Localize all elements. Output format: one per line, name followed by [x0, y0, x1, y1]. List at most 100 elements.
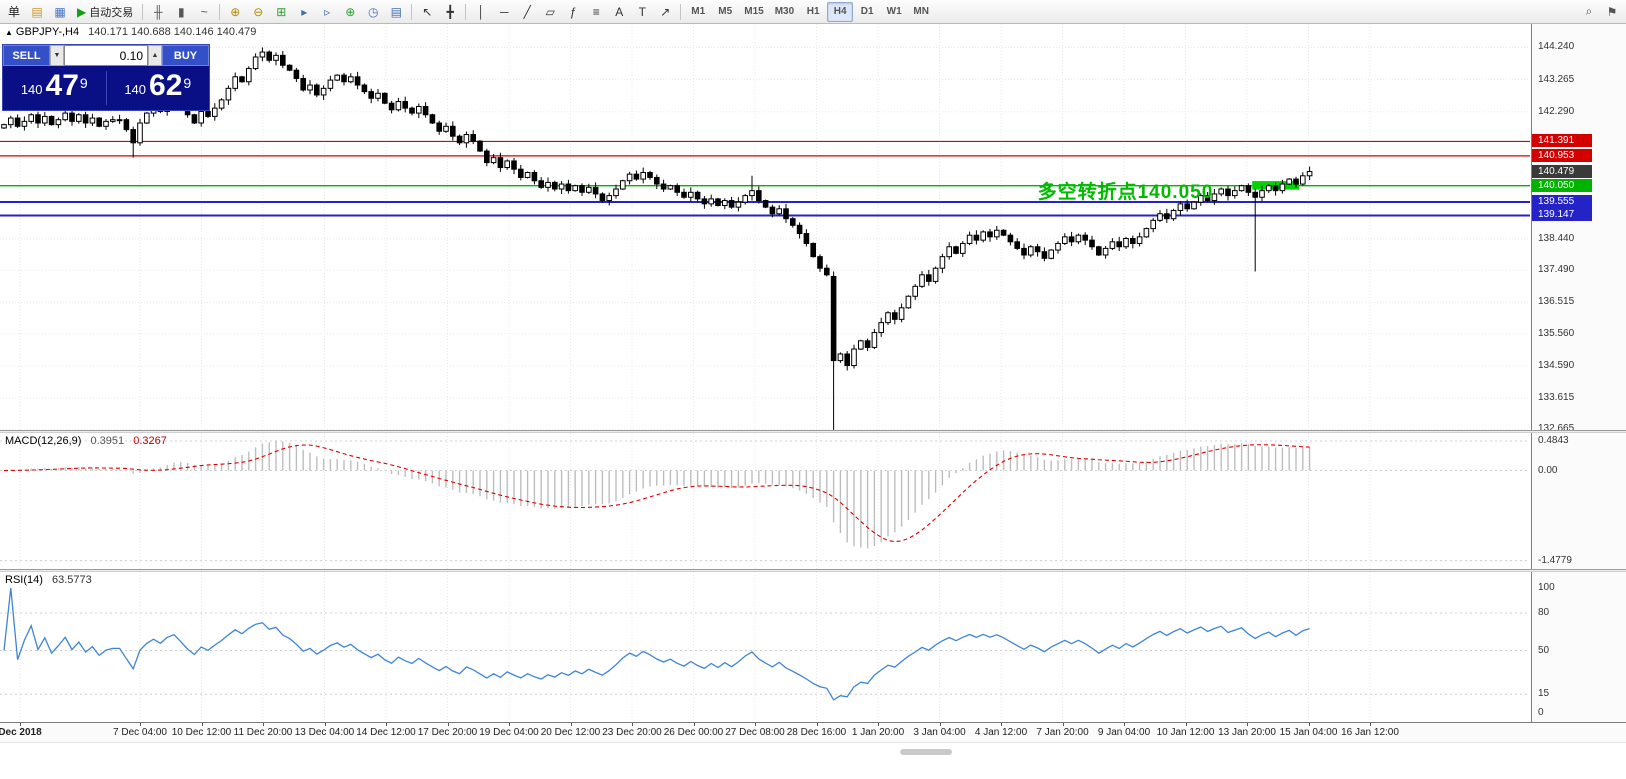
chart-shift-icon: ▹	[324, 4, 331, 19]
text-icon[interactable]: A	[608, 2, 630, 22]
time-tick	[1247, 723, 1248, 726]
buy-price-display[interactable]: 140 62 9	[107, 70, 210, 106]
axis-tick-label: 137.490	[1538, 264, 1575, 276]
rsi-plot[interactable]	[0, 572, 1530, 722]
trendline-icon[interactable]: ╱	[516, 2, 538, 22]
periods-icon[interactable]: ◷	[362, 2, 384, 22]
time-label: 3 Jan 04:00	[913, 727, 966, 738]
time-label: 13 Jan 20:00	[1218, 727, 1276, 738]
time-tick	[939, 723, 941, 726]
timeframe-d1-button[interactable]: D1	[854, 2, 880, 22]
channel-icon: ▱	[545, 4, 555, 19]
chart-shift-icon[interactable]: ▹	[316, 2, 338, 22]
macd-axis[interactable]: 0.4843 0.00 -1.4779	[1531, 433, 1626, 569]
time-label: 9 Jan 04:00	[1097, 727, 1151, 738]
pin-icon: ⚑	[1606, 4, 1618, 19]
autotrading-button[interactable]: ▶ 自动交易	[72, 2, 138, 22]
auto-scroll-icon: ▸	[301, 4, 308, 19]
time-label: 14 Dec 12:00	[356, 727, 416, 738]
text-label-icon[interactable]: T	[631, 2, 653, 22]
main-chart-plot-area[interactable]: ▲ GBPJPY-,H4 140.171 140.688 140.146 140.…	[0, 24, 1531, 430]
macd-label: MACD(12,26,9)	[5, 435, 82, 447]
time-tick	[20, 723, 21, 726]
horizontal-line-icon[interactable]: ─	[493, 2, 515, 22]
axis-tick-label: 136.515	[1538, 296, 1575, 308]
timeframe-w1-button[interactable]: W1	[881, 2, 907, 22]
sell-price-point: 9	[79, 74, 88, 91]
horizontal-scrollbar-thumb[interactable]	[900, 749, 952, 755]
pane-splitter-1[interactable]	[0, 430, 1626, 433]
zoom-out-icon[interactable]: ⊖	[247, 2, 269, 22]
candlestick-chart-icon[interactable]: ▮	[170, 2, 192, 22]
time-tick	[1062, 723, 1064, 726]
toolbar-separator	[142, 3, 144, 20]
time-tick	[1001, 723, 1002, 726]
pin-icon[interactable]: ⚑	[1601, 2, 1623, 22]
axis-tick-label: 15	[1538, 688, 1550, 700]
sell-button[interactable]: SELL	[3, 45, 50, 66]
toolbar-separator	[411, 3, 413, 20]
search-icon[interactable]: ⌕	[1578, 2, 1600, 22]
sell-price-display[interactable]: 140 47 9	[3, 70, 106, 106]
chart-text-annotation[interactable]: 多空转折点140.050	[1037, 182, 1214, 204]
pitchfork-icon[interactable]: ≡	[585, 2, 607, 22]
time-label: 7 Dec 04:00	[113, 727, 167, 738]
timeframe-m5-button[interactable]: M5	[712, 2, 738, 22]
add-indicator-icon[interactable]: ⊕	[339, 2, 361, 22]
buy-button[interactable]: BUY	[162, 45, 209, 66]
rsi-header: RSI(14) 63.5773	[5, 574, 92, 586]
new-order-button[interactable]: 单	[3, 2, 25, 22]
symbol-header: ▲ GBPJPY-,H4 140.171 140.688 140.146 140.…	[5, 26, 256, 38]
timeframe-h4-button[interactable]: H4	[827, 1, 854, 22]
lot-size-input[interactable]	[64, 45, 148, 66]
fibonacci-icon[interactable]: ƒ	[562, 2, 584, 22]
time-tick	[140, 723, 141, 726]
macd-plot-area[interactable]: MACD(12,26,9) 0.3951 0.3267	[0, 433, 1531, 569]
templates-icon: ▤	[390, 4, 402, 19]
market-watch-icon[interactable]: ▤	[26, 2, 48, 22]
rsi-value: 63.5773	[51, 574, 92, 586]
pane-splitter-2[interactable]	[0, 569, 1626, 572]
price-level-badge: 141.391	[1532, 134, 1592, 148]
price-divider	[105, 71, 107, 105]
bar-chart-icon[interactable]: ╫	[147, 2, 169, 22]
axis-tick-label: 50	[1538, 644, 1550, 656]
text-icon: A	[615, 4, 624, 19]
time-tick	[447, 723, 449, 726]
time-tick	[324, 723, 326, 726]
time-tick	[386, 723, 387, 726]
timeframe-m30-button[interactable]: M30	[770, 2, 799, 22]
lot-increase-button[interactable]: ▲	[148, 45, 162, 66]
timeframe-h1-button[interactable]: H1	[800, 2, 826, 22]
timeframe-m1-button[interactable]: M1	[685, 2, 711, 22]
macd-plot[interactable]	[0, 433, 1530, 569]
crosshair-icon[interactable]: ╋	[439, 2, 461, 22]
timeframe-mn-button[interactable]: MN	[908, 2, 934, 22]
lot-decrease-button[interactable]: ▼	[50, 45, 64, 66]
macd-header: MACD(12,26,9) 0.3951 0.3267	[5, 435, 167, 447]
new-chart-icon[interactable]: ▦	[49, 2, 71, 22]
arrows-icon[interactable]: ↗	[654, 2, 676, 22]
time-tick	[1370, 723, 1371, 726]
rsi-axis[interactable]: 100 80 50 15 0	[1531, 572, 1626, 722]
auto-scroll-icon[interactable]: ▸	[293, 2, 315, 22]
time-tick	[570, 723, 572, 726]
time-axis[interactable]: Dec 2018 7 Dec 04:00 10 Dec 12:00 11 Dec 20…	[0, 722, 1626, 742]
rsi-plot-area[interactable]: RSI(14) 63.5773	[0, 572, 1531, 722]
timeframe-m15-button[interactable]: M15	[739, 2, 768, 22]
line-chart-icon[interactable]: ~	[193, 2, 215, 22]
text-label-icon: T	[638, 4, 646, 19]
templates-icon[interactable]: ▤	[385, 2, 407, 22]
price-axis[interactable]: 144.240 143.265 142.290 138.440 137.490 136.5…	[1531, 24, 1626, 430]
vertical-line-icon[interactable]: │	[470, 2, 492, 22]
main-chart-plot[interactable]	[0, 24, 1530, 430]
price-level-badge: 139.147	[1532, 208, 1592, 222]
zoom-in-icon[interactable]: ⊕	[224, 2, 246, 22]
axis-tick-label: 132.665	[1538, 423, 1575, 430]
cursor-icon[interactable]: ↖	[416, 2, 438, 22]
tile-windows-icon[interactable]: ⊞	[270, 2, 292, 22]
symbol-timeframe-label: GBPJPY-,H4	[15, 26, 80, 38]
channel-icon[interactable]: ▱	[539, 2, 561, 22]
time-tick	[1308, 723, 1310, 726]
